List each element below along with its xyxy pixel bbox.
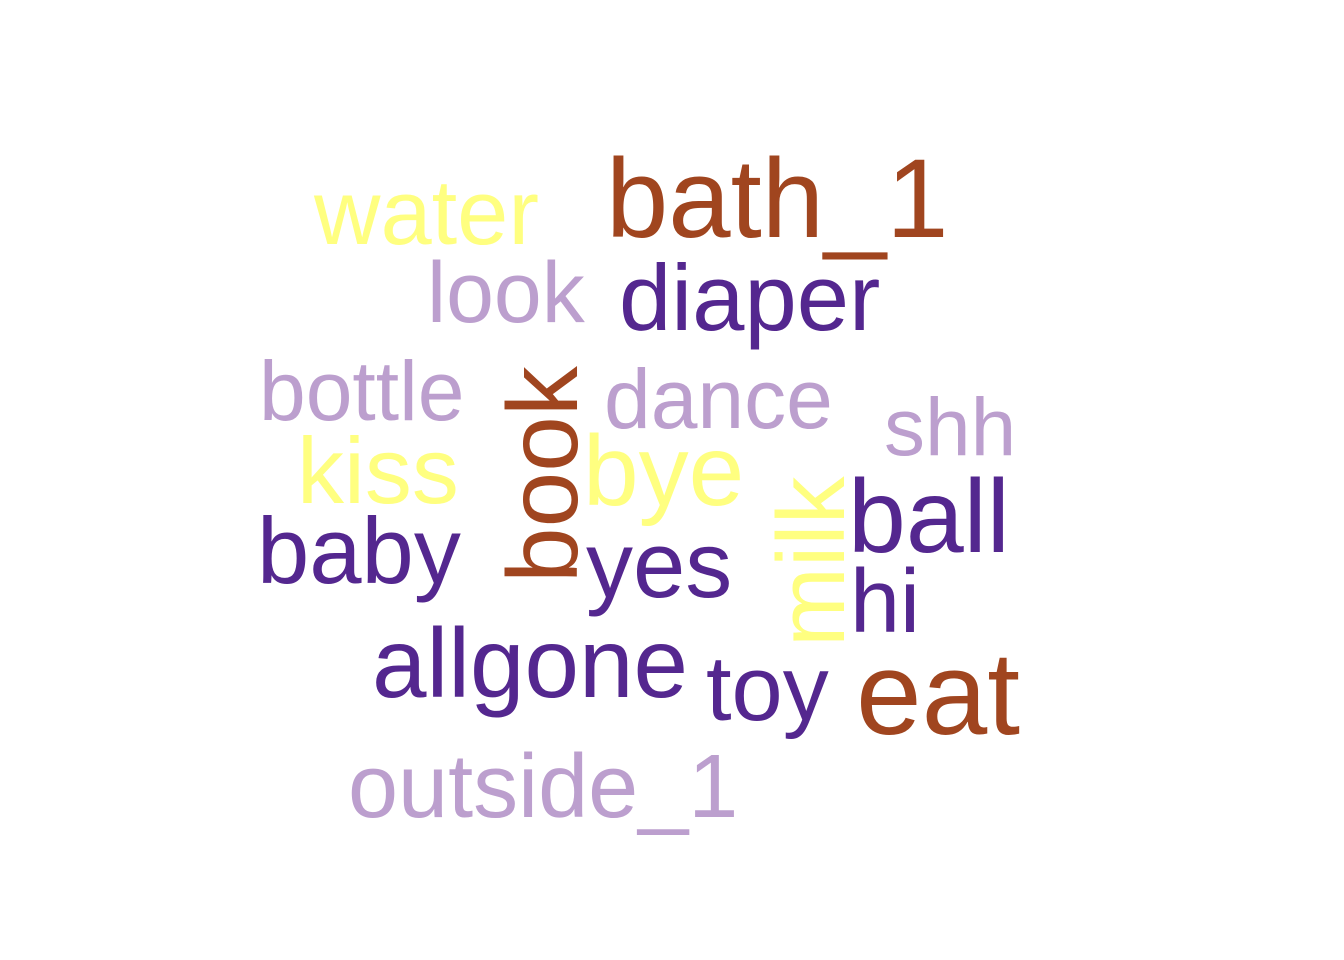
word-bye: bye [583, 415, 744, 527]
word-ball: ball [848, 459, 1010, 575]
word-bath-1: bath_1 [606, 136, 949, 261]
word-kiss: kiss [297, 418, 459, 523]
word-eat: eat [856, 628, 1020, 760]
word-milk: milk [758, 475, 865, 647]
word-water: water [313, 162, 539, 264]
word-yes: yes [586, 512, 732, 617]
word-look: look [427, 245, 586, 341]
word-bottle: bottle [259, 344, 465, 438]
word-hi: hi [850, 552, 920, 652]
word-shh: shh [884, 382, 1016, 473]
word-allgone: allgone [372, 608, 688, 718]
word-dance: dance [604, 352, 833, 446]
word-outside-1: outside_1 [348, 737, 738, 837]
word-toy: toy [706, 638, 829, 740]
word-diaper: diaper [619, 245, 880, 350]
word-book: book [487, 365, 599, 583]
word-baby: baby [257, 498, 461, 603]
